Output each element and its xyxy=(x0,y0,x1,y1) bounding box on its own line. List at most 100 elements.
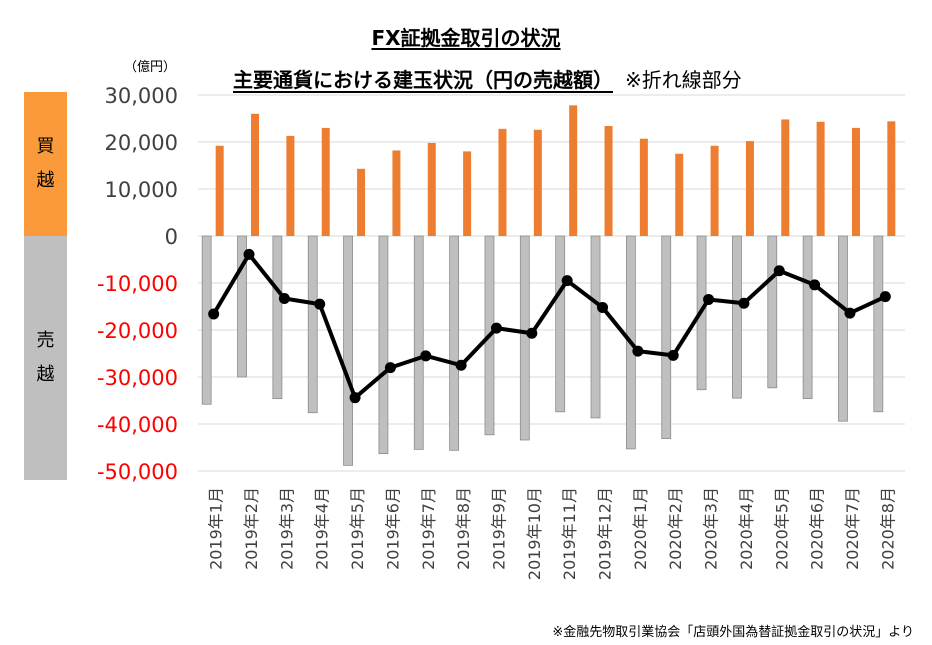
sell-bar xyxy=(519,235,530,441)
buy-bar xyxy=(851,127,860,236)
y-tick-label: -50,000 xyxy=(97,460,178,484)
net-point xyxy=(738,297,750,309)
net-point xyxy=(597,301,609,313)
x-tick-label: 2020年2月 xyxy=(666,487,685,570)
net-point xyxy=(420,350,432,362)
x-tick-label: 2019年12月 xyxy=(596,487,615,580)
sell-bar xyxy=(237,235,247,378)
net-point xyxy=(879,291,891,303)
x-tick-label: 2020年7月 xyxy=(843,487,862,570)
sell-bar xyxy=(767,235,778,389)
y-tick-label: 0 xyxy=(165,225,178,249)
net-point xyxy=(773,265,785,277)
buy-bar xyxy=(321,127,330,236)
subtitle-note: ※折れ線部分 xyxy=(625,68,742,92)
net-point xyxy=(703,293,715,305)
net-point xyxy=(349,392,361,404)
sell-band-char-2: 越 xyxy=(36,364,55,385)
buy-bar xyxy=(675,153,684,236)
x-tick-label: 2019年8月 xyxy=(454,487,473,570)
y-tick-label: 30,000 xyxy=(105,84,178,108)
x-tick-label: 2020年4月 xyxy=(737,487,756,570)
buy-bar xyxy=(533,129,542,236)
x-tick-label: 2019年4月 xyxy=(313,487,332,570)
sell-bar xyxy=(873,235,884,413)
buy-bar xyxy=(639,138,648,236)
buy-bar xyxy=(887,121,896,236)
sell-bar xyxy=(413,235,424,450)
unit-label: （億円） xyxy=(124,60,177,75)
net-point xyxy=(208,308,220,320)
sell-bar xyxy=(661,235,672,439)
x-tick-label: 2020年8月 xyxy=(878,487,897,570)
subtitle-main: 主要通貨における建玉状況（円の売越額） xyxy=(233,68,613,92)
net-point xyxy=(844,307,856,319)
net-point xyxy=(667,349,679,361)
sell-band: 売 越 xyxy=(24,236,67,480)
net-point xyxy=(526,327,538,339)
chart-title: FX証拠金取引の状況 xyxy=(371,26,561,50)
x-tick-label: 2019年5月 xyxy=(348,487,367,570)
sell-bar xyxy=(201,235,212,405)
buy-bar xyxy=(357,168,366,236)
sell-bar xyxy=(343,235,353,466)
sell-bar xyxy=(449,235,460,451)
sell-bar xyxy=(838,235,848,422)
x-tick-label: 2020年6月 xyxy=(808,487,827,570)
net-point xyxy=(278,293,290,305)
x-tick-label: 2019年11月 xyxy=(560,487,579,580)
x-tick-label: 2019年1月 xyxy=(207,487,226,570)
sell-bar xyxy=(378,235,389,455)
net-point xyxy=(490,322,502,334)
sell-bar xyxy=(307,235,318,414)
y-tick-label: -30,000 xyxy=(97,366,178,390)
buy-bar xyxy=(427,142,436,236)
sell-bar xyxy=(272,235,283,400)
buy-bar xyxy=(781,119,790,236)
chart-subtitle: 主要通貨における建玉状況（円の売越額） ※折れ線部分 xyxy=(233,64,742,93)
buy-bar xyxy=(215,145,224,236)
net-point xyxy=(632,345,644,357)
x-tick-label: 2019年9月 xyxy=(489,487,508,570)
x-tick-label: 2019年10月 xyxy=(525,487,544,580)
y-tick-label: -20,000 xyxy=(97,319,178,343)
buy-bar xyxy=(251,113,260,236)
buy-bar xyxy=(569,105,578,236)
buy-bar xyxy=(498,128,507,236)
sell-bar xyxy=(732,235,742,399)
buy-bar xyxy=(463,151,472,236)
buy-band-char-2: 越 xyxy=(36,170,55,191)
y-tick-label: 20,000 xyxy=(105,131,178,155)
net-point xyxy=(809,279,821,291)
net-point xyxy=(455,359,467,371)
buy-bar xyxy=(710,145,719,236)
x-tick-label: 2019年6月 xyxy=(383,487,402,570)
sell-bar xyxy=(590,235,601,419)
x-tick-label: 2020年3月 xyxy=(702,487,721,570)
x-tick-label: 2020年1月 xyxy=(631,487,650,570)
net-point xyxy=(384,362,396,374)
x-tick-label: 2019年7月 xyxy=(419,487,438,570)
x-tick-label: 2020年5月 xyxy=(772,487,791,570)
net-point xyxy=(561,275,573,287)
y-tick-label: 10,000 xyxy=(105,178,178,202)
buy-bar xyxy=(604,126,613,236)
x-tick-label: 2019年3月 xyxy=(277,487,296,570)
net-point xyxy=(243,248,255,260)
y-tick-label: -40,000 xyxy=(97,413,178,437)
buy-band-char-1: 買 xyxy=(36,136,55,157)
sell-band-char-1: 売 xyxy=(36,330,55,351)
net-point xyxy=(314,298,326,310)
buy-band: 買 越 xyxy=(24,92,67,236)
y-tick-label: -10,000 xyxy=(97,272,178,296)
x-tick-label: 2019年2月 xyxy=(242,487,261,570)
net-line xyxy=(211,252,887,400)
buy-bar xyxy=(745,141,754,236)
buy-bar xyxy=(392,150,401,236)
buy-bar xyxy=(816,121,825,236)
sell-bar xyxy=(802,235,813,400)
source-note: ※金融先物取引業協会「店頭外国為替証拠金取引の状況」より xyxy=(552,625,914,640)
sell-bar xyxy=(555,235,566,413)
buy-bar xyxy=(286,135,295,236)
